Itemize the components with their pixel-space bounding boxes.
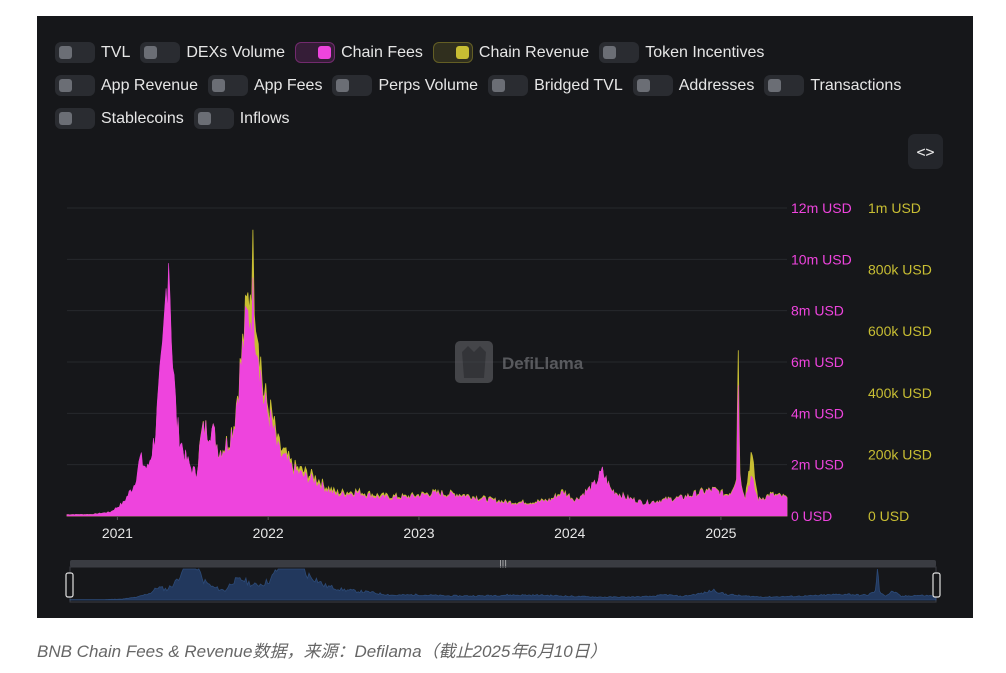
toggle-label: Token Incentives [645, 43, 765, 61]
toggle-knob [144, 46, 158, 59]
toggle-knob [768, 79, 782, 92]
toggle-switch[interactable] [295, 42, 336, 63]
toggle-label: App Revenue [101, 76, 198, 94]
toggle-switch[interactable] [55, 42, 95, 63]
y-right-tick-label: 400k USD [868, 385, 932, 401]
y-left-tick-label: 12m USD [791, 200, 852, 216]
toggle-label: Addresses [678, 76, 755, 94]
navigator-grip-icon: ||| [499, 559, 507, 568]
toggle-label: Perps Volume [378, 76, 479, 94]
toggle-row: Stablecoins Inflows [55, 102, 960, 135]
toggle-label: Bridged TVL [534, 76, 623, 94]
toggle-label: Inflows [239, 109, 290, 127]
llama-glyph [462, 346, 486, 378]
toggle-label: DEXs Volume [186, 43, 286, 61]
toggle-switch[interactable] [488, 75, 529, 96]
toggle-switch[interactable] [432, 42, 473, 63]
toggle-perps-volume[interactable]: Perps Volume [332, 75, 478, 96]
toggle-knob [197, 112, 211, 125]
navigator-scrollbar [70, 560, 936, 567]
y-right-tick-label: 200k USD [868, 446, 932, 462]
toggle-inflows[interactable]: Inflows [193, 108, 290, 129]
toggle-knob [636, 79, 650, 92]
toggle-addresses[interactable]: Addresses [632, 75, 755, 96]
toggle-row: App Revenue App Fees Perps Volume Bridged T… [55, 69, 960, 102]
toggle-app-revenue[interactable]: App Revenue [55, 75, 198, 96]
y-left-tick-label: 4m USD [791, 405, 844, 421]
chart-panel: TVL DEXs Volume Chain Fees Chain Revenue Tok… [37, 16, 973, 618]
x-tick-label: 2021 [102, 525, 133, 541]
x-tick-label: 2025 [705, 525, 736, 541]
chain-fees-area [66, 263, 788, 517]
toggle-knob [59, 112, 72, 125]
toggle-chain-fees[interactable]: Chain Fees [295, 42, 423, 63]
toggle-label: TVL [101, 43, 131, 61]
metric-toggles: TVL DEXs Volume Chain Fees Chain Revenue Tok… [55, 36, 960, 135]
toggle-switch[interactable] [140, 42, 181, 63]
toggle-dexs-volume[interactable]: DEXs Volume [140, 42, 285, 63]
toggle-knob [318, 46, 332, 59]
y-left-tick-label: 0 USD [791, 508, 832, 524]
toggle-switch[interactable] [193, 108, 234, 129]
navigator-right-handle[interactable] [932, 572, 941, 598]
toggle-label: Chain Fees [341, 43, 423, 61]
toggle-row: TVL DEXs Volume Chain Fees Chain Revenue Tok… [55, 36, 960, 69]
toggle-knob [455, 46, 469, 59]
toggle-switch[interactable] [55, 108, 95, 129]
toggle-knob [59, 46, 72, 59]
y-right-tick-label: 1m USD [868, 200, 921, 216]
toggle-token-incentives[interactable]: Token Incentives [599, 42, 764, 63]
toggle-knob [211, 79, 225, 92]
y-left-tick-label: 6m USD [791, 354, 844, 370]
toggle-label: Stablecoins [101, 109, 184, 127]
toggle-switch[interactable] [599, 42, 640, 63]
x-tick-label: 2022 [253, 525, 284, 541]
toggle-knob [492, 79, 506, 92]
watermark: DefiLlama [455, 341, 584, 383]
toggle-bridged-tvl[interactable]: Bridged TVL [488, 75, 623, 96]
figure-caption: BNB Chain Fees & Revenue数据，来源：Defilama（截… [37, 642, 607, 661]
toggle-switch[interactable] [764, 75, 805, 96]
toggle-knob [59, 79, 72, 92]
toggle-tvl[interactable]: TVL [55, 42, 130, 63]
y-right-tick-label: 600k USD [868, 323, 932, 339]
toggle-stablecoins[interactable]: Stablecoins [55, 108, 184, 129]
toggle-switch[interactable] [332, 75, 373, 96]
toggle-chain-revenue[interactable]: Chain Revenue [432, 42, 590, 63]
toggle-switch[interactable] [55, 75, 95, 96]
toggle-app-fees[interactable]: App Fees [207, 75, 323, 96]
watermark-text: DefiLlama [502, 354, 584, 373]
navigator-series-area [69, 568, 937, 601]
toggle-transactions[interactable]: Transactions [764, 75, 901, 96]
y-right-tick-label: 800k USD [868, 262, 932, 278]
toggle-switch[interactable] [632, 75, 673, 96]
y-left-tick-label: 2m USD [791, 457, 844, 473]
x-tick-label: 2023 [403, 525, 434, 541]
toggle-knob [336, 79, 350, 92]
toggle-switch[interactable] [207, 75, 248, 96]
x-tick-label: 2024 [554, 525, 585, 541]
y-left-tick-label: 10m USD [791, 251, 852, 267]
toggle-label: Transactions [810, 76, 902, 94]
embed-code-button[interactable]: <> [908, 134, 943, 169]
y-right-tick-label: 0 USD [868, 508, 909, 524]
toggle-knob [603, 46, 617, 59]
toggle-label: App Fees [253, 76, 323, 94]
y-left-tick-label: 8m USD [791, 303, 844, 319]
toggle-label: Chain Revenue [478, 43, 590, 61]
navigator-left-handle[interactable] [65, 572, 74, 598]
